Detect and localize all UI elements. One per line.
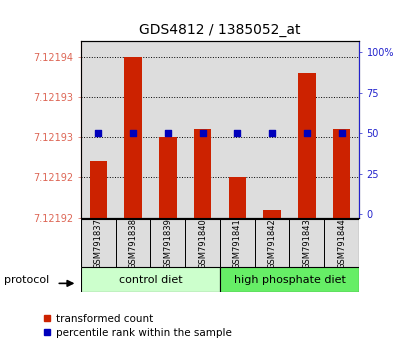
Bar (81, 267, 220, 292)
Bar (229, 177, 246, 218)
Bar (220, 267, 359, 292)
Title: GDS4812 / 1385052_at: GDS4812 / 1385052_at (139, 23, 301, 37)
Point (130, 130, 137, 136)
Bar (333, 129, 350, 218)
Point (234, 130, 241, 136)
Bar (255, 219, 290, 267)
Text: GSM791838: GSM791838 (129, 218, 137, 269)
Text: GSM791843: GSM791843 (303, 218, 311, 269)
Bar (290, 219, 324, 267)
Bar (90, 161, 107, 218)
Point (338, 130, 345, 136)
Point (269, 130, 276, 136)
Text: protocol: protocol (4, 275, 49, 285)
Text: control diet: control diet (119, 275, 182, 285)
Bar (264, 210, 281, 218)
Point (95, 130, 102, 136)
Bar (220, 219, 255, 267)
Bar (194, 129, 211, 218)
Text: GSM791839: GSM791839 (164, 218, 172, 269)
Bar (150, 219, 185, 267)
Text: GSM791841: GSM791841 (233, 218, 242, 269)
Text: GSM791840: GSM791840 (198, 218, 207, 269)
Text: GSM791842: GSM791842 (268, 218, 276, 269)
Text: high phosphate diet: high phosphate diet (234, 275, 345, 285)
Point (303, 130, 310, 136)
Bar (298, 73, 315, 218)
Legend: transformed count, percentile rank within the sample: transformed count, percentile rank withi… (39, 309, 236, 342)
Bar (324, 219, 359, 267)
Text: GSM791844: GSM791844 (337, 218, 346, 269)
Text: GSM791837: GSM791837 (94, 218, 103, 269)
Bar (159, 137, 176, 218)
Bar (124, 57, 142, 218)
Bar (81, 219, 116, 267)
Bar (185, 219, 220, 267)
Point (164, 130, 171, 136)
Bar (116, 219, 150, 267)
Point (199, 130, 206, 136)
